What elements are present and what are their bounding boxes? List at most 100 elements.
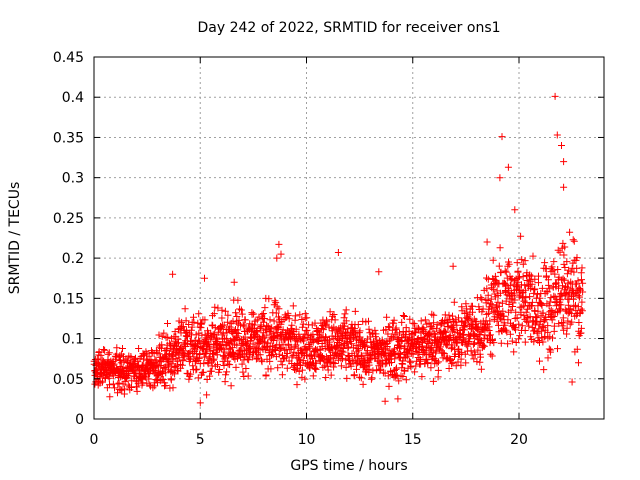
data-point [298,323,306,331]
data-point [430,330,438,338]
data-point [322,322,330,330]
data-point [309,372,317,380]
data-point [428,323,436,331]
data-point [227,382,235,390]
data-point [458,349,466,357]
data-point [285,315,293,323]
data-point [175,354,183,362]
data-point [195,336,203,344]
data-point [114,389,121,397]
data-point [502,268,510,276]
y-tick-label: 0.4 [62,90,84,106]
data-point [426,328,434,336]
data-point [179,356,187,364]
data-point [501,321,509,329]
data-point [275,350,283,358]
data-point [104,350,112,358]
data-point [220,348,228,356]
data-point [229,317,237,325]
data-point [477,353,484,361]
data-point [242,365,250,372]
data-point [395,377,403,385]
data-point [179,323,187,331]
data-point [287,335,295,343]
data-point [205,354,213,362]
data-point [167,367,175,375]
data-point [255,346,263,354]
data-point [235,316,243,324]
chart-title: Day 242 of 2022, SRMTID for receiver ons… [197,20,500,36]
data-point [342,306,350,314]
data-point [579,279,587,287]
data-point [453,321,461,329]
data-point [239,321,247,329]
data-point [399,312,407,319]
data-point [414,335,422,342]
data-point [143,379,151,387]
data-point [518,256,526,264]
data-point [540,366,548,374]
data-point [489,256,497,264]
data-point [483,274,490,282]
data-point [434,366,442,374]
data-point [479,341,487,349]
data-point [449,312,456,320]
data-point [538,323,546,331]
data-point [577,269,585,277]
data-point [472,317,480,325]
data-point [326,308,334,316]
data-point [564,301,572,309]
data-point [238,360,246,368]
data-point [272,347,280,354]
data-point [274,364,282,372]
data-point [531,275,539,283]
data-point [99,378,106,386]
data-point [339,355,346,363]
data-point [495,321,502,329]
data-point [132,369,140,377]
data-points [90,92,587,407]
data-point [180,351,188,359]
data-point [232,363,240,371]
data-point [243,338,251,346]
data-point [569,236,577,244]
data-point [435,358,442,366]
data-point [381,360,389,368]
data-point [449,359,457,367]
data-point [556,248,564,256]
data-point [287,344,295,352]
data-point [278,371,286,379]
data-point [390,316,398,324]
data-point [550,322,558,330]
data-point [528,280,536,288]
data-point [327,371,335,379]
data-point [574,291,582,299]
data-point [445,365,453,372]
data-point [165,361,173,369]
data-point [239,368,247,376]
data-point [97,351,105,359]
data-point [328,327,336,335]
data-point [219,329,227,337]
data-point [418,373,426,381]
data-point [351,307,359,315]
x-axis-label: GPS time / hours [290,458,407,474]
data-point [306,344,314,352]
data-point [384,323,392,331]
data-point [511,296,519,304]
data-point [286,346,294,353]
data-point [448,360,456,368]
data-point [408,349,416,357]
data-point [441,327,449,335]
data-point [510,348,518,356]
data-point [384,330,392,338]
data-point [570,268,578,276]
y-tick-label: 0.15 [53,291,84,307]
data-point [218,306,226,314]
data-point [568,378,576,386]
data-point [169,384,177,392]
data-point [507,306,515,314]
data-point [301,375,309,383]
data-point [270,317,278,325]
data-point [509,299,517,307]
